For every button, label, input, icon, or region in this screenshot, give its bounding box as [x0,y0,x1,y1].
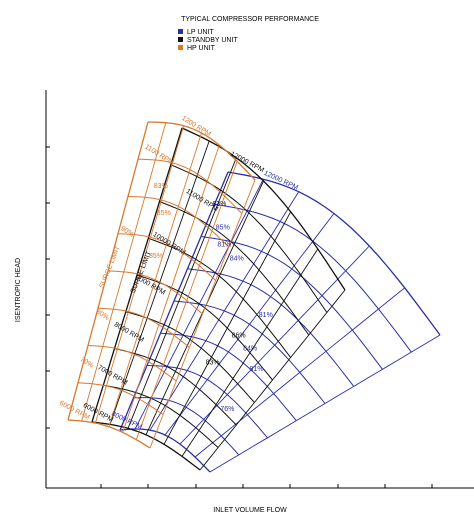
flow-line [122,144,220,433]
annotation: 70% [79,356,95,369]
annotation: 83% [206,360,220,367]
annotation: 83% [212,201,226,208]
chart-title: TYPICAL COMPRESSOR PERFORMANCE [181,16,319,23]
annotation: SURGE LIMIT [99,245,123,290]
legend-swatch [178,45,183,50]
annotation: 8000 RPM [113,321,145,344]
flow-line [179,245,370,445]
flow-line [149,179,256,449]
speed-line [146,365,268,439]
y-axis-label: ISENTROPIC HEAD [15,258,22,322]
annotation: 84% [230,256,244,263]
annotation: 86% [232,333,246,340]
annotation: 81% [259,312,273,319]
flow-line [164,213,335,436]
flow-line [209,334,441,473]
legend-swatch [178,29,183,34]
legend-label: STANDBY UNIT [187,37,238,44]
legend-swatch [178,37,183,42]
speed-line [187,268,355,387]
flow-line [135,161,238,440]
flow-line [91,127,183,423]
annotation: 85% [157,210,171,217]
flow-line [108,132,202,427]
annotation: 81% [249,366,263,373]
flow-line [199,289,346,471]
annotation: 81% [217,241,231,248]
flow-line [181,248,319,457]
flow-line [163,211,292,445]
flow-line [194,287,405,458]
annotation: 80% [94,309,110,322]
flow-line [149,191,300,431]
legend-label: HP UNIT [187,45,216,52]
annotation: 90% [119,225,135,238]
annotation: 84% [243,345,257,352]
annotation: 76% [220,406,234,413]
flow-line [81,122,167,422]
legend-label: LP UNIT [187,29,214,36]
annotation: 7000 RPM [96,364,128,387]
speed-line [170,164,328,313]
annotation: 85% [216,225,230,232]
annotation: 83% [154,183,168,190]
flow-line [127,157,237,429]
flow-line [67,121,149,421]
speed-line [119,428,211,473]
x-axis-label: INLET VOLUME FLOW [213,507,287,514]
flow-line [109,140,210,425]
flow-line [94,125,185,424]
annotation: 85% [149,253,163,260]
